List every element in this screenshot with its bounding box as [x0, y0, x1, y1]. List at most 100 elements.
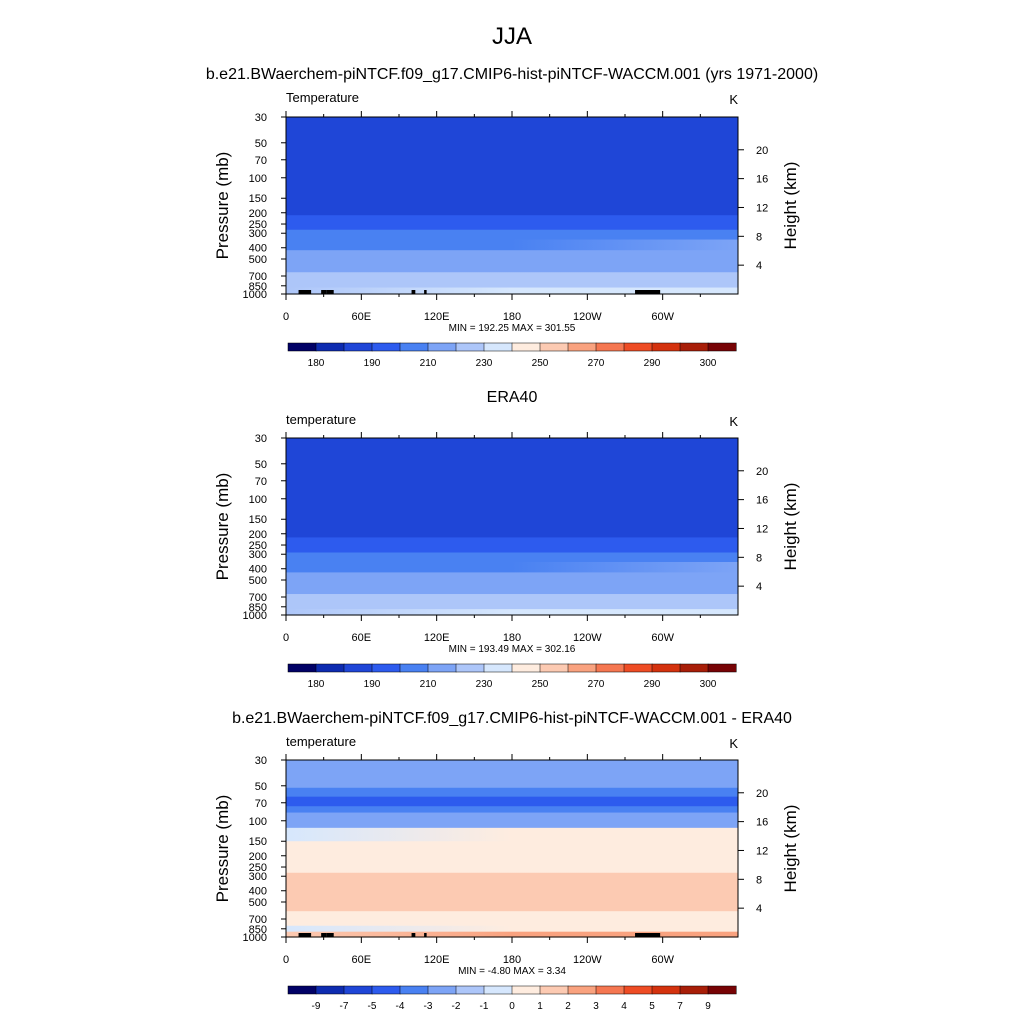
contour-band	[286, 562, 738, 573]
y-tick-label: 1000	[243, 289, 267, 301]
y-tick-label: 70	[255, 476, 267, 488]
colorbar-swatch	[427, 663, 457, 673]
colorbar-label: 190	[364, 358, 381, 369]
y-right-axis-title: Height (km)	[781, 162, 800, 250]
x-tick-label: 120E	[424, 954, 450, 966]
contour-band	[286, 911, 738, 927]
y-right-tick-label: 4	[756, 581, 762, 593]
y-right-tick-label: 4	[756, 260, 762, 272]
colorbar-swatch	[427, 342, 457, 352]
y-axis-title: Pressure (mb)	[213, 795, 232, 903]
y-tick-label: 50	[255, 781, 267, 793]
contour-band	[286, 582, 738, 595]
contour-band	[286, 827, 738, 842]
colorbar-label: 230	[476, 358, 493, 369]
y-tick-label: 700	[249, 914, 267, 926]
contour-band	[286, 931, 738, 938]
y-tick-label: 30	[255, 433, 267, 445]
colorbar-swatch	[539, 342, 569, 352]
y-right-tick-label: 12	[756, 523, 768, 535]
colorbar-label: 1	[537, 1001, 543, 1012]
min-max-label: MIN = 193.49 MAX = 302.16	[449, 644, 576, 655]
contour-band	[286, 166, 738, 192]
colorbar-label: -3	[424, 1001, 433, 1012]
contour-band	[286, 796, 738, 807]
colorbar-label: -1	[480, 1001, 489, 1012]
colorbar-label: 300	[700, 679, 717, 690]
y-tick-label: 100	[249, 494, 267, 506]
colorbar-swatch	[595, 342, 625, 352]
colorbar-label: 190	[364, 679, 381, 690]
colorbar-label: 300	[700, 358, 717, 369]
colorbar: 180 190 210 230 250 270 290 300	[287, 663, 737, 690]
contour-band	[286, 594, 738, 603]
contour-band	[286, 260, 738, 273]
units-label: K	[729, 92, 738, 107]
contour-band	[286, 223, 738, 231]
y-tick-label: 700	[249, 592, 267, 604]
topography-mask	[635, 290, 661, 294]
y-right-tick-label: 12	[756, 202, 768, 214]
colorbar-label: 210	[420, 679, 437, 690]
colorbar-swatch	[679, 985, 709, 995]
panel-title: b.e21.BWaerchem-piNTCF.f09_g17.CMIP6-his…	[232, 710, 792, 727]
colorbar-label: 180	[308, 679, 325, 690]
y-tick-label: 700	[249, 271, 267, 283]
variable-label: temperature	[286, 734, 356, 749]
colorbar-label: 250	[532, 679, 549, 690]
colorbar-swatch	[315, 985, 345, 995]
colorbar-swatch	[539, 985, 569, 995]
colorbar-swatch	[343, 342, 373, 352]
contour-band	[286, 191, 738, 204]
panel-1: b.e21.BWaerchem-piNTCF.f09_g17.CMIP6-his…	[206, 66, 818, 369]
topography-mask	[411, 290, 416, 294]
panel-title: b.e21.BWaerchem-piNTCF.f09_g17.CMIP6-his…	[206, 66, 818, 83]
colorbar-label: 270	[588, 358, 605, 369]
colorbar-swatch	[651, 985, 681, 995]
figure-title: JJA	[492, 23, 532, 50]
panel-title: ERA40	[487, 389, 538, 406]
colorbar-swatch	[399, 663, 429, 673]
y-right-tick-label: 4	[756, 903, 762, 915]
topography-mask	[326, 290, 334, 294]
y-tick-label: 150	[249, 514, 267, 526]
contour-band	[286, 812, 738, 829]
contour-band	[286, 458, 738, 483]
colorbar-label: 230	[476, 679, 493, 690]
panels: b.e21.BWaerchem-piNTCF.f09_g17.CMIP6-his…	[206, 66, 818, 1012]
colorbar-swatch	[511, 342, 541, 352]
y-right-tick-label: 20	[756, 788, 768, 800]
contour-band	[286, 117, 738, 139]
colorbar-label: -2	[452, 1001, 461, 1012]
colorbar-label: 290	[644, 358, 661, 369]
colorbar-swatch	[399, 985, 429, 995]
x-tick-label: 60W	[651, 954, 674, 966]
colorbar-label: 250	[532, 358, 549, 369]
contour-band	[286, 609, 738, 616]
colorbar-swatch	[455, 985, 485, 995]
topography-mask	[321, 290, 327, 294]
colorbar-label: 2	[565, 1001, 571, 1012]
y-tick-label: 500	[249, 254, 267, 266]
colorbar-label: -9	[312, 1001, 321, 1012]
colorbar-swatch	[623, 985, 653, 995]
contour-band	[286, 537, 738, 546]
colorbar-label: 3	[593, 1001, 599, 1012]
colorbar-swatch	[707, 342, 737, 352]
variable-label: temperature	[286, 412, 356, 427]
y-tick-label: 500	[249, 897, 267, 909]
colorbar-label: -7	[340, 1001, 349, 1012]
units-label: K	[729, 736, 738, 751]
y-tick-label: 250	[249, 540, 267, 552]
contour-band	[286, 490, 738, 511]
colorbar-swatch	[343, 985, 373, 995]
colorbar-label: -4	[396, 1001, 405, 1012]
y-tick-label: 30	[255, 112, 267, 124]
y-right-tick-label: 20	[756, 145, 768, 157]
x-tick-label: 60E	[352, 954, 372, 966]
contour-band	[286, 137, 738, 157]
x-tick-label: 60W	[651, 311, 674, 323]
contour-band	[286, 925, 738, 933]
colorbar-swatch	[287, 663, 317, 673]
y-tick-label: 30	[255, 755, 267, 767]
